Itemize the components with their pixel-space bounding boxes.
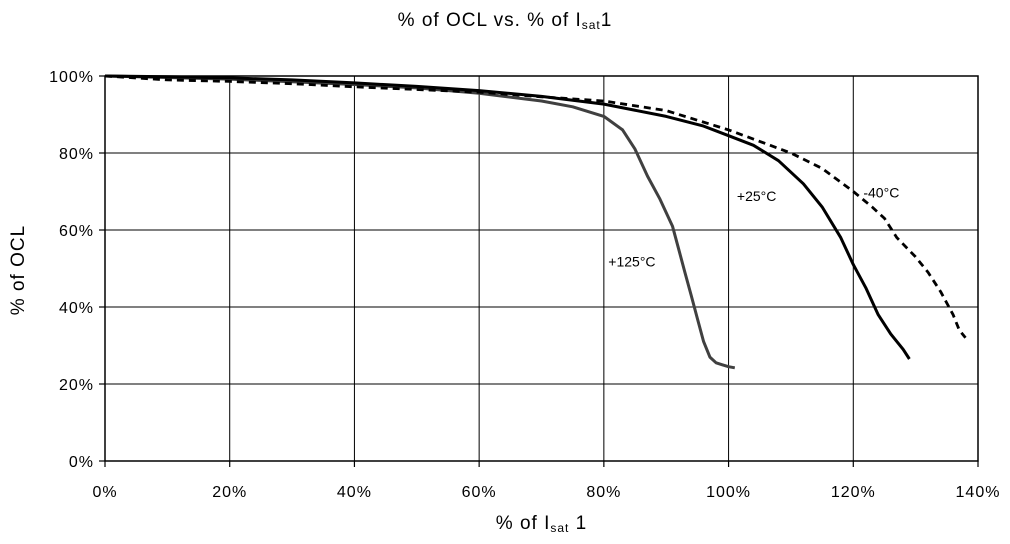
y-tick-label: 100% [49,69,94,86]
series-annotation-label: -40°C [863,184,899,200]
series-line-25c [104,74,911,360]
y-tick-label: 20% [59,377,94,394]
y-tick-label: 80% [59,146,94,163]
axis-ticks: 0% 20% 40% 60% 80% 100% 120% 140% 0% 20% 40% 60% 80%… [49,69,1001,501]
x-tick-label: 80% [586,484,621,501]
x-tick-label: 60% [462,484,497,501]
y-tick-label: 0% [69,454,94,471]
series-annotation-label: +25°C [737,188,776,204]
x-tick-label: 100% [706,484,751,501]
x-tick-label: 0% [92,484,117,501]
y-axis-label: % of OCL [8,224,29,316]
x-tick-label: 40% [337,484,372,501]
annotations: +125°C +25°C -40°C [608,184,899,269]
series-line-40c-neg [104,74,967,339]
chart-title: % of OCL vs. % of Isat1 [397,10,613,32]
x-tick-label: 120% [831,484,876,501]
x-axis-label: % of Isat 1 [495,513,588,535]
series-annotation-label: +125°C [608,254,655,270]
x-tick-label: 140% [956,484,1001,501]
series-layer [104,74,967,370]
x-tick-label: 20% [212,484,247,501]
grid-lines [104,75,979,462]
y-tick-label: 60% [59,223,94,240]
y-tick-label: 40% [59,300,94,317]
plot-frame [104,75,979,462]
series-line-125c [104,74,736,370]
